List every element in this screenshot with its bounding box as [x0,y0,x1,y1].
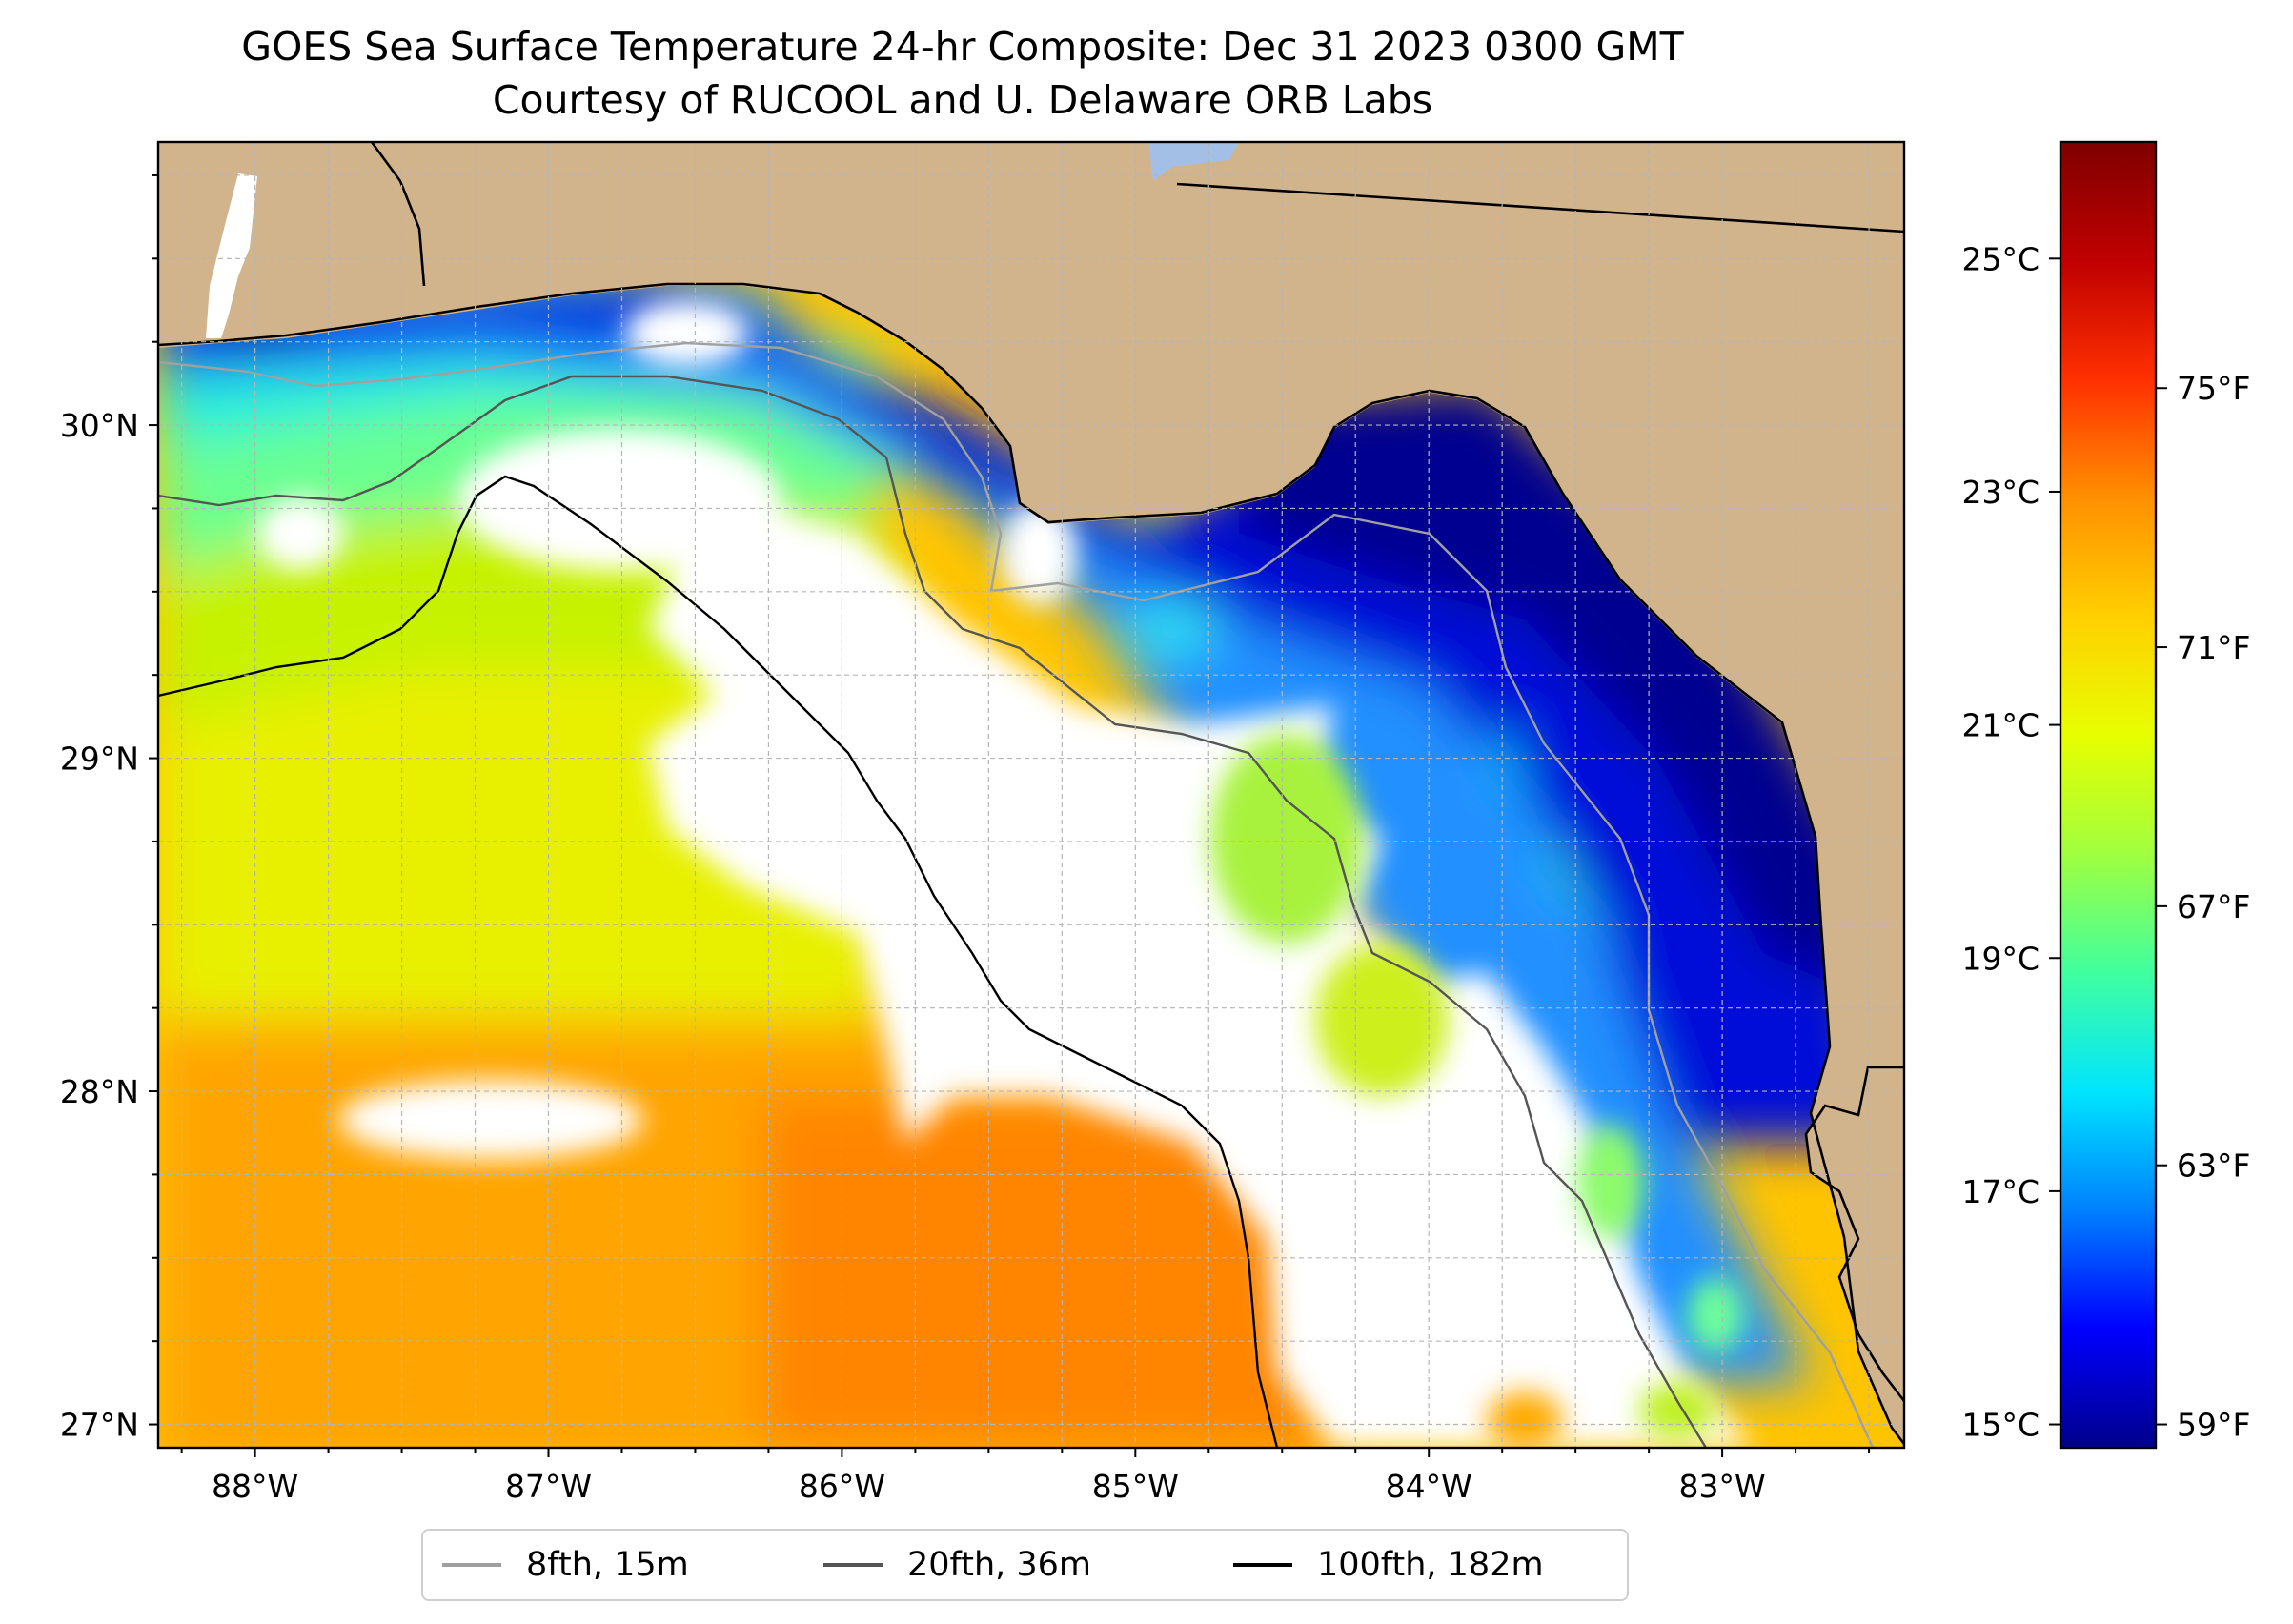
lake-seminole [1148,142,1239,181]
colorbar [2059,140,2158,1450]
no-data-nearshore [624,300,748,367]
sst-warmest-patch [762,1096,1315,1448]
sst-coldest-shelf [1239,381,1868,1001]
no-data-north [457,429,781,572]
lat-tick-label: 29°N [60,741,139,778]
mobile-bay-water [206,173,257,338]
map-area[interactable] [158,142,1904,1468]
lon-tick-label: 87°W [505,1468,592,1505]
sst-patch-yellowgreen [1639,1382,1715,1439]
land-florida-alabama [158,142,1904,1448]
land [158,142,1904,1448]
no-data-bay [1001,500,1077,605]
state-border-al-fl [370,142,426,287]
sst-patch-orange [1487,1391,1563,1448]
legend-item-20fth: 20fth, 36m [823,1531,1091,1599]
fahrenheit-tick-label: 63°F [2177,1147,2250,1185]
legend-label-100fth: 100fth, 182m [1317,1546,1544,1584]
legend-label-8fth: 8fth, 15m [526,1546,689,1584]
fahrenheit-tick-label: 59°F [2177,1407,2250,1444]
legend-label-20fth: 20fth, 36m [907,1546,1092,1584]
fahrenheit-tick-label: 67°F [2177,888,2250,925]
celsius-tick-label: 19°C [1961,940,2039,977]
sst-patch-green-2 [1577,1125,1644,1239]
lon-tick-label: 84°W [1386,1468,1472,1505]
land-tampa-area [1806,1067,1904,1401]
celsius-tick-label: 15°C [1961,1407,2039,1444]
isobath-100fth [158,475,1279,1448]
fahrenheit-tick-label: 71°F [2177,629,2250,666]
lon-tick-label: 83°W [1679,1468,1766,1505]
no-data-central [648,496,1754,1448]
sst-cyan-nearshore [1487,724,1620,953]
axis-ticks: 88°W 87°W 86°W 85°W 84°W 83°W 27°N 28°N 29°N 30°N [60,173,1871,1505]
sst-patch-green-1 [1210,734,1363,944]
sst-patch-green-3 [1687,1277,1744,1353]
colorbar-ticks: 15°C 17°C 19°C 21°C 23°C 25°C 59°F 63°F 67°F 71°F… [1961,240,2250,1443]
lat-tick-label: 30°N [60,407,139,444]
legend-swatch-100fth [1233,1563,1292,1567]
coastline [158,282,1904,1445]
isobath-20fth [158,375,1708,1448]
state-border-ga-fl [1176,182,1904,233]
chart-title: GOES Sea Surface Temperature 24-hr Compo… [241,24,1684,70]
legend-item-8fth: 8fth, 15m [442,1531,689,1599]
sst-patches [1210,734,1744,1448]
sst-cyan-patch [1125,600,1220,658]
legend: 8fth, 15m 20fth, 36m 100fth, 182m [421,1529,1629,1601]
legend-item-100fth: 100fth, 182m [1233,1531,1544,1599]
map-frame [156,140,1906,1450]
lat-tick-label: 27°N [60,1407,139,1444]
legend-swatch-20fth [823,1563,883,1567]
celsius-tick-label: 25°C [1961,240,2039,277]
lat-tick-label: 28°N [60,1073,139,1110]
lon-tick-label: 86°W [799,1468,885,1505]
no-data-areas [257,300,1754,1448]
chart-subtitle: Courtesy of RUCOOL and U. Delaware ORB L… [492,77,1433,123]
celsius-tick-label: 21°C [1961,707,2039,744]
sst-patch-yellow-1 [1315,944,1449,1096]
lon-tick-label: 88°W [212,1468,298,1505]
isobath-8fth [158,341,1875,1448]
celsius-tick-label: 17°C [1961,1173,2039,1210]
no-data-west [338,1080,643,1160]
fahrenheit-tick-label: 75°F [2177,370,2250,407]
coastline-tampa [1804,1066,1904,1402]
lon-tick-label: 85°W [1092,1468,1179,1505]
gridlines [158,142,1904,1448]
celsius-tick-label: 23°C [1961,474,2039,511]
legend-swatch-8fth [442,1563,501,1567]
no-data-small-west [257,497,343,570]
